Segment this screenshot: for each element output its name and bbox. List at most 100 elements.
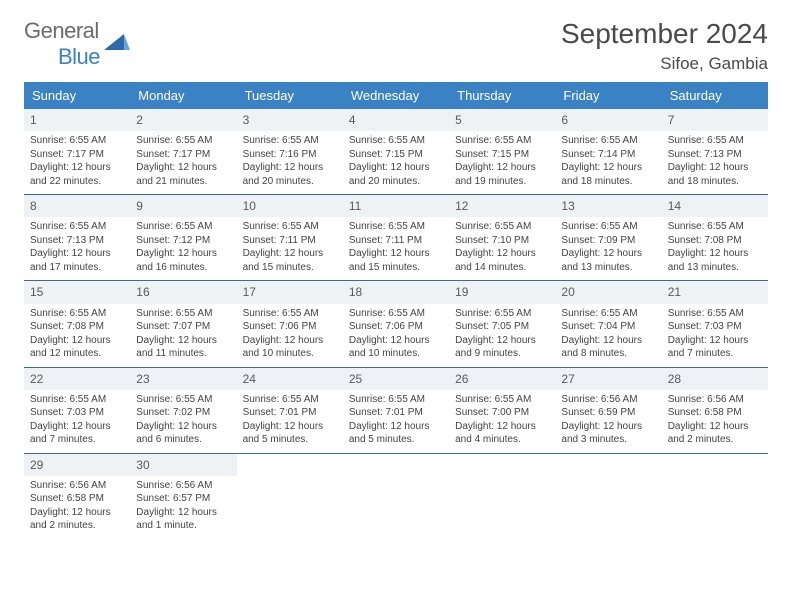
day-number: 20 — [555, 281, 661, 303]
sunset-line: Sunset: 7:08 PM — [668, 234, 762, 248]
day-body: Sunrise: 6:55 AMSunset: 7:17 PMDaylight:… — [130, 131, 236, 194]
daylight-line: Daylight: 12 hours and 10 minutes. — [349, 334, 443, 361]
day-body: Sunrise: 6:55 AMSunset: 7:04 PMDaylight:… — [555, 304, 661, 367]
day-cell: 22Sunrise: 6:55 AMSunset: 7:03 PMDayligh… — [24, 368, 130, 453]
day-header-cell: Saturday — [662, 82, 768, 109]
day-body: Sunrise: 6:55 AMSunset: 7:15 PMDaylight:… — [343, 131, 449, 194]
daylight-line: Daylight: 12 hours and 17 minutes. — [30, 247, 124, 274]
sunset-line: Sunset: 7:03 PM — [30, 406, 124, 420]
daylight-line: Daylight: 12 hours and 1 minute. — [136, 506, 230, 533]
daylight-line: Daylight: 12 hours and 2 minutes. — [668, 420, 762, 447]
day-body: Sunrise: 6:55 AMSunset: 7:07 PMDaylight:… — [130, 304, 236, 367]
day-body: Sunrise: 6:55 AMSunset: 7:11 PMDaylight:… — [343, 217, 449, 280]
sunrise-line: Sunrise: 6:55 AM — [136, 307, 230, 321]
day-body: Sunrise: 6:55 AMSunset: 7:16 PMDaylight:… — [237, 131, 343, 194]
sunset-line: Sunset: 7:13 PM — [30, 234, 124, 248]
sunset-line: Sunset: 7:07 PM — [136, 320, 230, 334]
day-number: 30 — [130, 454, 236, 476]
daylight-line: Daylight: 12 hours and 21 minutes. — [136, 161, 230, 188]
day-cell: 1Sunrise: 6:55 AMSunset: 7:17 PMDaylight… — [24, 109, 130, 194]
daylight-line: Daylight: 12 hours and 4 minutes. — [455, 420, 549, 447]
day-body: Sunrise: 6:55 AMSunset: 7:01 PMDaylight:… — [343, 390, 449, 453]
sunrise-line: Sunrise: 6:55 AM — [455, 307, 549, 321]
day-header-cell: Sunday — [24, 82, 130, 109]
day-cell: 27Sunrise: 6:56 AMSunset: 6:59 PMDayligh… — [555, 368, 661, 453]
day-header-cell: Friday — [555, 82, 661, 109]
calendar: SundayMondayTuesdayWednesdayThursdayFrid… — [24, 82, 768, 539]
day-cell — [343, 454, 449, 539]
day-cell: 18Sunrise: 6:55 AMSunset: 7:06 PMDayligh… — [343, 281, 449, 366]
day-cell: 17Sunrise: 6:55 AMSunset: 7:06 PMDayligh… — [237, 281, 343, 366]
day-body: Sunrise: 6:55 AMSunset: 7:03 PMDaylight:… — [662, 304, 768, 367]
day-cell: 10Sunrise: 6:55 AMSunset: 7:11 PMDayligh… — [237, 195, 343, 280]
sunset-line: Sunset: 7:03 PM — [668, 320, 762, 334]
logo: General Blue — [24, 18, 130, 70]
sunset-line: Sunset: 7:11 PM — [243, 234, 337, 248]
sunset-line: Sunset: 7:00 PM — [455, 406, 549, 420]
sunrise-line: Sunrise: 6:55 AM — [349, 307, 443, 321]
day-number: 24 — [237, 368, 343, 390]
day-number: 29 — [24, 454, 130, 476]
day-body: Sunrise: 6:55 AMSunset: 7:13 PMDaylight:… — [662, 131, 768, 194]
day-number: 14 — [662, 195, 768, 217]
sunrise-line: Sunrise: 6:56 AM — [136, 479, 230, 493]
day-number: 13 — [555, 195, 661, 217]
day-body: Sunrise: 6:55 AMSunset: 7:08 PMDaylight:… — [24, 304, 130, 367]
sunrise-line: Sunrise: 6:55 AM — [136, 393, 230, 407]
sunset-line: Sunset: 7:15 PM — [455, 148, 549, 162]
day-number: 22 — [24, 368, 130, 390]
day-number: 2 — [130, 109, 236, 131]
sunset-line: Sunset: 7:02 PM — [136, 406, 230, 420]
day-header-cell: Thursday — [449, 82, 555, 109]
sunrise-line: Sunrise: 6:55 AM — [455, 220, 549, 234]
sunrise-line: Sunrise: 6:56 AM — [30, 479, 124, 493]
sunrise-line: Sunrise: 6:56 AM — [561, 393, 655, 407]
daylight-line: Daylight: 12 hours and 15 minutes. — [243, 247, 337, 274]
sunset-line: Sunset: 7:04 PM — [561, 320, 655, 334]
day-body: Sunrise: 6:55 AMSunset: 7:03 PMDaylight:… — [24, 390, 130, 453]
sunrise-line: Sunrise: 6:55 AM — [349, 393, 443, 407]
day-cell: 14Sunrise: 6:55 AMSunset: 7:08 PMDayligh… — [662, 195, 768, 280]
day-number: 17 — [237, 281, 343, 303]
day-body: Sunrise: 6:55 AMSunset: 7:08 PMDaylight:… — [662, 217, 768, 280]
day-cell: 13Sunrise: 6:55 AMSunset: 7:09 PMDayligh… — [555, 195, 661, 280]
logo-word-general: General — [24, 18, 99, 43]
day-cell: 7Sunrise: 6:55 AMSunset: 7:13 PMDaylight… — [662, 109, 768, 194]
sunrise-line: Sunrise: 6:55 AM — [668, 220, 762, 234]
sunset-line: Sunset: 6:58 PM — [30, 492, 124, 506]
sunrise-line: Sunrise: 6:55 AM — [30, 307, 124, 321]
day-number: 11 — [343, 195, 449, 217]
location: Sifoe, Gambia — [561, 54, 768, 74]
day-body: Sunrise: 6:55 AMSunset: 7:10 PMDaylight:… — [449, 217, 555, 280]
day-cell: 25Sunrise: 6:55 AMSunset: 7:01 PMDayligh… — [343, 368, 449, 453]
day-cell: 29 Sunrise: 6:56 AMSunset: 6:58 PMDayligh… — [24, 454, 130, 539]
day-body: Sunrise: 6:55 AMSunset: 7:17 PMDaylight:… — [24, 131, 130, 194]
day-number: 10 — [237, 195, 343, 217]
day-number: 23 — [130, 368, 236, 390]
daylight-line: Daylight: 12 hours and 6 minutes. — [136, 420, 230, 447]
day-body: Sunrise: 6:55 AMSunset: 7:09 PMDaylight:… — [555, 217, 661, 280]
day-body: Sunrise: 6:55 AMSunset: 7:13 PMDaylight:… — [24, 217, 130, 280]
sunrise-line: Sunrise: 6:55 AM — [561, 134, 655, 148]
day-body: Sunrise: 6:56 AMSunset: 6:59 PMDaylight:… — [555, 390, 661, 453]
daylight-line: Daylight: 12 hours and 19 minutes. — [455, 161, 549, 188]
sunrise-line: Sunrise: 6:55 AM — [136, 220, 230, 234]
day-number: 12 — [449, 195, 555, 217]
sunrise-line: Sunrise: 6:55 AM — [243, 393, 337, 407]
sunset-line: Sunset: 7:10 PM — [455, 234, 549, 248]
day-cell: 20Sunrise: 6:55 AMSunset: 7:04 PMDayligh… — [555, 281, 661, 366]
sunrise-line: Sunrise: 6:55 AM — [561, 220, 655, 234]
sunset-line: Sunset: 7:09 PM — [561, 234, 655, 248]
day-body: Sunrise: 6:55 AMSunset: 7:00 PMDaylight:… — [449, 390, 555, 453]
daylight-line: Daylight: 12 hours and 2 minutes. — [30, 506, 124, 533]
triangle-icon — [104, 32, 130, 57]
sunrise-line: Sunrise: 6:56 AM — [668, 393, 762, 407]
day-body: Sunrise: 6:55 AMSunset: 7:11 PMDaylight:… — [237, 217, 343, 280]
week-row: 29Sunrise: 6:56 AMSunset: 6:58 PMDayligh… — [24, 454, 768, 539]
day-number: 15 — [24, 281, 130, 303]
day-number: 3 — [237, 109, 343, 131]
day-cell: 16Sunrise: 6:55 AMSunset: 7:07 PMDayligh… — [130, 281, 236, 366]
sunset-line: Sunset: 7:15 PM — [349, 148, 443, 162]
daylight-line: Daylight: 12 hours and 7 minutes. — [668, 334, 762, 361]
day-number: 19 — [449, 281, 555, 303]
